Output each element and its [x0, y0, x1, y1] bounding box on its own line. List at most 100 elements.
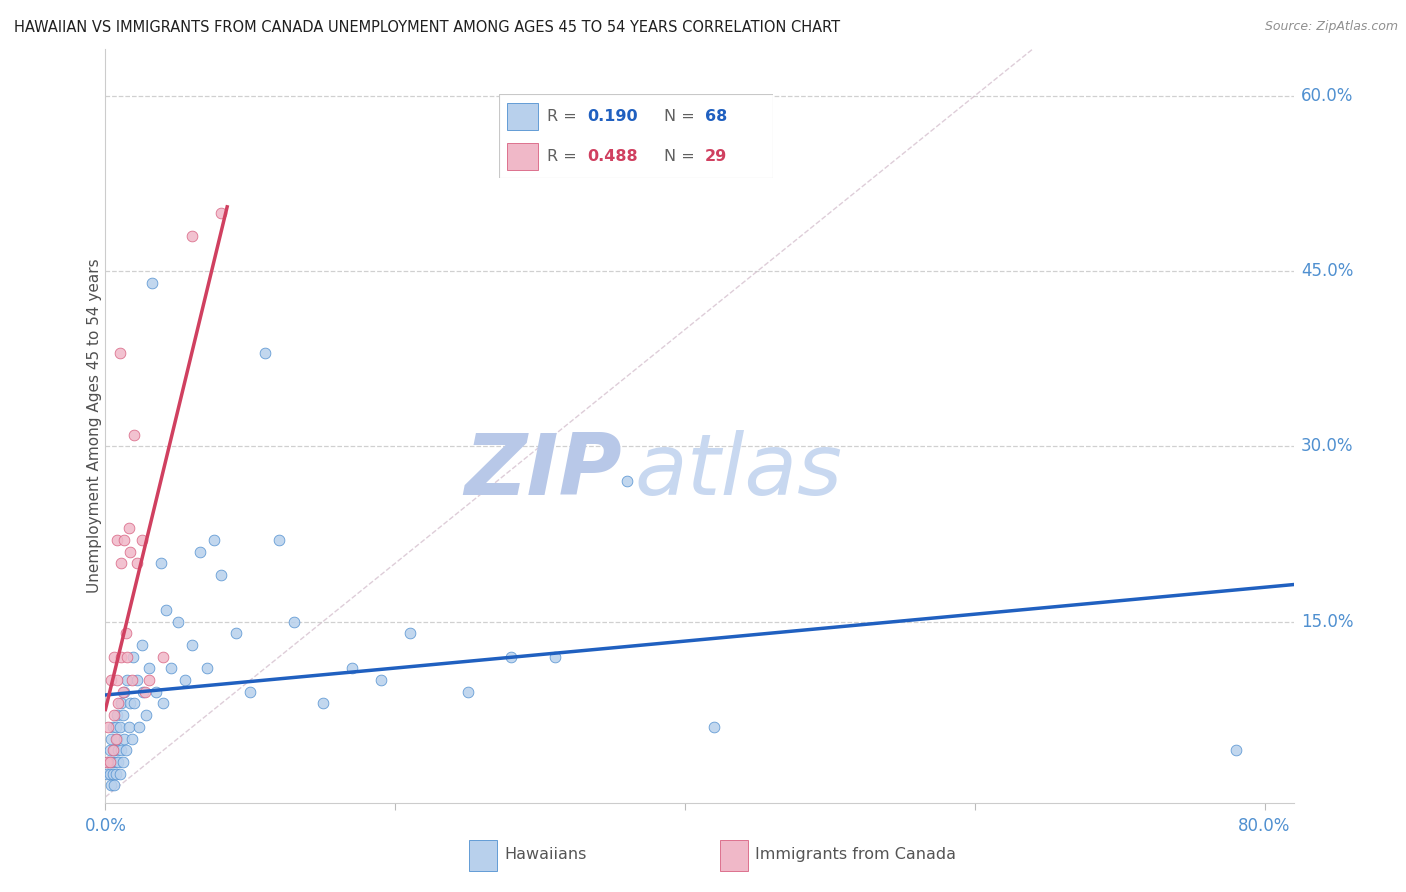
Point — [117, 720, 139, 734]
Point — [114, 743, 136, 757]
Point — [100, 778, 122, 792]
Text: N =: N = — [664, 109, 700, 124]
Point — [141, 276, 163, 290]
Point — [181, 638, 204, 652]
Point — [108, 346, 131, 360]
Text: 68: 68 — [704, 109, 727, 124]
Point — [112, 685, 135, 699]
Point — [97, 720, 120, 734]
Point — [703, 720, 725, 734]
Point — [202, 533, 225, 547]
Text: Immigrants from Canada: Immigrants from Canada — [755, 847, 956, 862]
Point — [145, 685, 167, 699]
Text: R =: R = — [547, 149, 582, 164]
Point — [209, 205, 232, 219]
Point — [101, 766, 124, 780]
Point — [501, 649, 523, 664]
Point — [112, 533, 135, 547]
Point — [108, 720, 131, 734]
Point — [96, 755, 118, 769]
FancyBboxPatch shape — [499, 94, 773, 178]
Point — [103, 743, 125, 757]
Point — [398, 626, 420, 640]
Point — [209, 568, 232, 582]
Point — [124, 697, 146, 711]
Point — [96, 766, 118, 780]
Point — [101, 720, 124, 734]
Point — [107, 697, 129, 711]
Point — [127, 556, 149, 570]
Point — [108, 766, 131, 780]
Point — [370, 673, 392, 687]
Text: HAWAIIAN VS IMMIGRANTS FROM CANADA UNEMPLOYMENT AMONG AGES 45 TO 54 YEARS CORREL: HAWAIIAN VS IMMIGRANTS FROM CANADA UNEMP… — [14, 20, 841, 35]
Text: 30.0%: 30.0% — [1301, 437, 1353, 456]
Point — [101, 743, 124, 757]
Point — [114, 626, 136, 640]
Y-axis label: Unemployment Among Ages 45 to 54 years: Unemployment Among Ages 45 to 54 years — [87, 259, 101, 593]
Point — [98, 766, 121, 780]
Point — [128, 720, 150, 734]
Point — [138, 661, 160, 675]
Point — [225, 626, 247, 640]
Point — [181, 229, 204, 244]
Point — [98, 743, 121, 757]
Point — [131, 533, 153, 547]
Point — [131, 638, 153, 652]
Point — [117, 521, 139, 535]
Point — [127, 673, 149, 687]
Point — [97, 755, 120, 769]
Point — [100, 755, 122, 769]
Point — [104, 766, 127, 780]
Point — [104, 731, 127, 746]
Point — [121, 731, 143, 746]
Point — [457, 685, 479, 699]
FancyBboxPatch shape — [720, 840, 748, 871]
Point — [135, 708, 157, 723]
Point — [110, 743, 132, 757]
Point — [112, 731, 135, 746]
Point — [98, 755, 121, 769]
Point — [152, 649, 174, 664]
Point — [1225, 743, 1247, 757]
Text: 0.488: 0.488 — [586, 149, 637, 164]
Point — [138, 673, 160, 687]
Point — [107, 743, 129, 757]
Point — [312, 697, 335, 711]
FancyBboxPatch shape — [508, 103, 537, 130]
Text: N =: N = — [664, 149, 700, 164]
Point — [107, 755, 129, 769]
Point — [111, 708, 134, 723]
Point — [110, 649, 132, 664]
Point — [115, 649, 138, 664]
Point — [101, 755, 124, 769]
Point — [167, 615, 190, 629]
Point — [283, 615, 305, 629]
Point — [188, 544, 211, 558]
Text: 0.190: 0.190 — [586, 109, 637, 124]
Point — [104, 720, 127, 734]
Point — [105, 673, 128, 687]
Text: R =: R = — [547, 109, 582, 124]
Point — [100, 731, 122, 746]
Point — [111, 755, 134, 769]
Point — [159, 661, 181, 675]
Point — [105, 533, 128, 547]
Point — [105, 708, 128, 723]
FancyBboxPatch shape — [508, 143, 537, 169]
Point — [543, 649, 565, 664]
Point — [269, 533, 291, 547]
Point — [149, 556, 172, 570]
Point — [111, 685, 134, 699]
Point — [120, 697, 142, 711]
Point — [616, 475, 638, 489]
Text: Hawaiians: Hawaiians — [505, 847, 586, 862]
Point — [253, 346, 276, 360]
Point — [132, 685, 155, 699]
FancyBboxPatch shape — [470, 840, 498, 871]
Point — [105, 731, 128, 746]
Text: 45.0%: 45.0% — [1301, 262, 1353, 280]
Point — [110, 556, 132, 570]
Point — [115, 673, 138, 687]
Point — [121, 673, 143, 687]
Point — [103, 778, 125, 792]
